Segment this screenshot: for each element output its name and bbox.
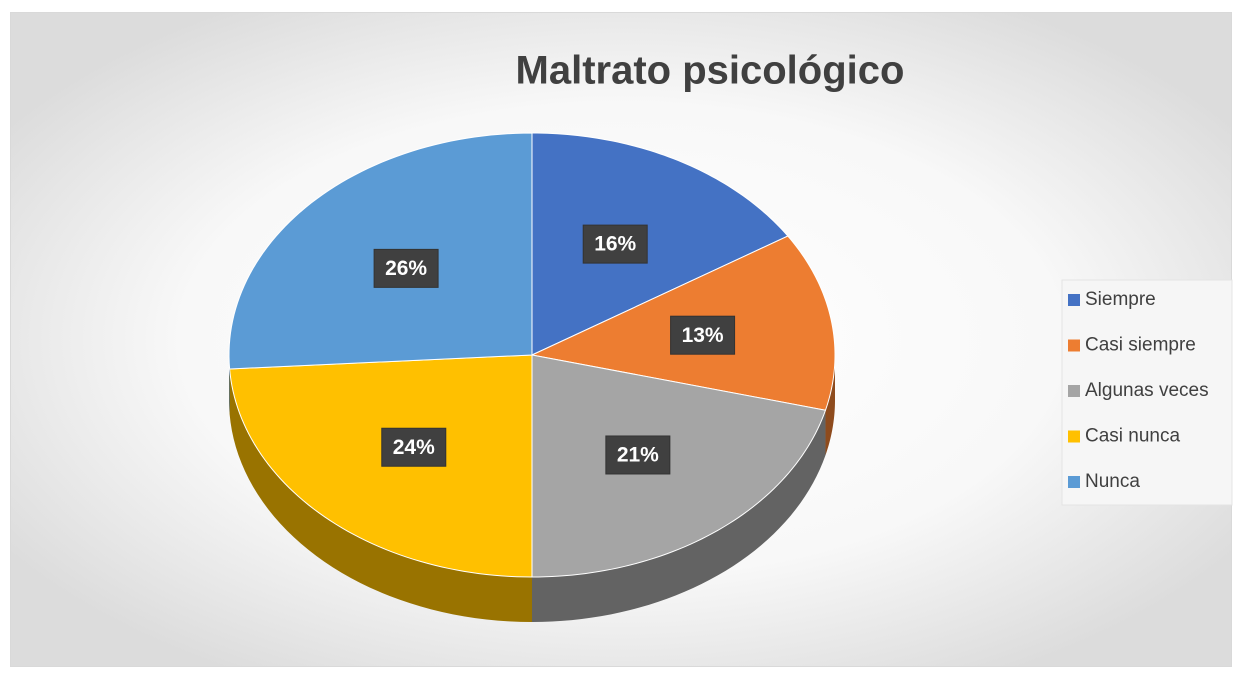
pie-side <box>229 368 532 622</box>
data-label-box <box>582 224 648 264</box>
pie-side <box>825 355 835 456</box>
data-label-box <box>373 248 439 288</box>
legend-label: Casi nunca <box>1085 426 1180 447</box>
pie-slice <box>531 354 827 578</box>
legend-swatch <box>1068 430 1080 443</box>
pie-slice <box>229 354 533 578</box>
pie-side <box>532 410 826 622</box>
data-label: 26% <box>385 257 427 280</box>
chart-title: Maltrato psicológico <box>516 49 905 93</box>
pie-slice <box>531 132 789 356</box>
legend-label: Siempre <box>1085 289 1156 310</box>
data-label-box <box>605 435 671 475</box>
data-label: 21% <box>617 444 659 467</box>
legend-label: Algunas veces <box>1085 380 1209 401</box>
legend-box <box>1061 279 1233 506</box>
legend-swatch <box>1068 294 1080 306</box>
data-label: 16% <box>594 233 636 256</box>
data-label: 13% <box>682 324 724 347</box>
data-label: 24% <box>393 436 435 459</box>
legend-swatch <box>1068 385 1080 397</box>
legend-swatch <box>1068 339 1080 352</box>
legend-label: Nunca <box>1085 471 1140 492</box>
legend-swatch <box>1068 476 1080 488</box>
data-label-box <box>381 427 447 467</box>
legend-label: Casi siempre <box>1085 335 1196 356</box>
data-label-box <box>670 315 736 355</box>
